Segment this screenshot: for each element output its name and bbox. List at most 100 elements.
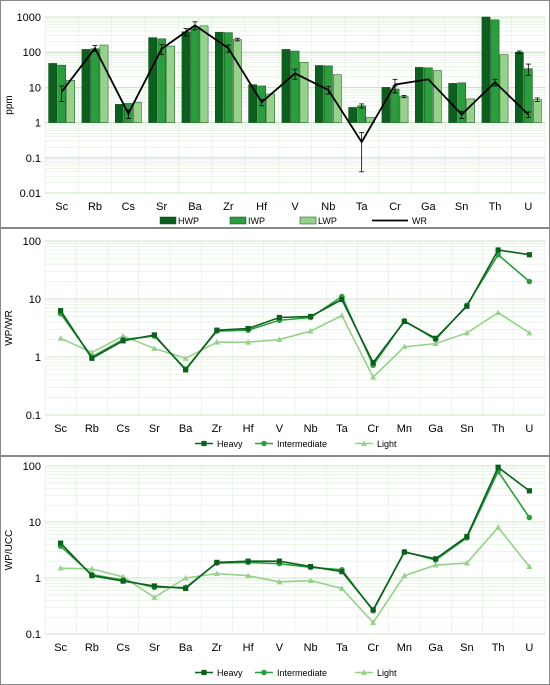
x-tick-label: Hf: [243, 423, 255, 435]
bar-hwp: [481, 16, 491, 123]
x-tick-label: Cs: [116, 642, 130, 654]
x-tick-label: Rb: [85, 642, 99, 654]
point-light: [213, 570, 220, 576]
x-tick-label: Ta: [336, 642, 349, 654]
line-heavy: [60, 466, 530, 612]
x-tick-label: Sn: [460, 642, 473, 654]
point-heavy: [120, 578, 126, 584]
bar-hwp: [248, 84, 258, 123]
x-tick-label: Cr: [389, 201, 401, 213]
y-tick-label: 100: [23, 236, 41, 248]
bar-hwp: [348, 107, 358, 123]
y-tick-label: 1000: [17, 12, 41, 24]
point-heavy: [151, 332, 157, 338]
bar-iwp: [157, 38, 167, 123]
point-light: [120, 332, 127, 339]
point-light: [151, 345, 158, 351]
bar-hwp: [114, 104, 124, 123]
x-tick-label: Th: [492, 423, 505, 435]
bar-iwp: [223, 32, 233, 123]
x-tick-label: Sr: [149, 423, 160, 435]
point-light: [151, 594, 158, 600]
x-tick-label: Sc: [54, 423, 67, 435]
point-heavy: [308, 313, 314, 320]
x-tick-label: V: [291, 201, 299, 213]
point-heavy: [151, 583, 157, 589]
point-heavy: [89, 355, 95, 361]
bar-iwp: [290, 50, 300, 123]
point-intermediate: [526, 514, 533, 521]
x-tick-label: Sr: [156, 201, 167, 213]
bar-hwp: [414, 67, 424, 123]
bar-iwp: [490, 19, 500, 123]
series-heavy: [58, 247, 532, 373]
y-tick-label: 0.1: [26, 629, 41, 641]
x-tick-label: V: [276, 642, 284, 654]
point-light: [338, 585, 345, 591]
bar-hwp: [81, 49, 91, 123]
bar-hwp: [181, 31, 191, 123]
bar-lwp: [399, 96, 409, 123]
x-tick-label: U: [525, 642, 533, 654]
bar-lwp: [132, 101, 142, 123]
point-heavy: [339, 569, 345, 575]
x-tick-label: Mn: [397, 423, 412, 435]
legend: Heavy Intermediate Light: [195, 668, 397, 678]
y-tick-label: 1: [35, 352, 41, 364]
x-tick-label: Th: [492, 642, 505, 654]
legend-label: Light: [377, 439, 397, 449]
legend-label: LWP: [318, 216, 337, 226]
panel-wp-ucc: 0.1 1 10 100 Sc Rb Cs Sr Ba Zr Hf V Nb Ta Cr Mn Ga Sn Th U W…: [0, 456, 550, 685]
point-light: [276, 578, 283, 585]
point-heavy: [401, 549, 407, 555]
x-tick-label: Nb: [304, 423, 318, 435]
legend-marker: [361, 440, 367, 446]
bar-lwp: [299, 61, 309, 123]
point-heavy: [245, 325, 251, 332]
bar-iwp: [423, 67, 433, 123]
point-heavy: [214, 327, 220, 333]
x-tick-label: Ga: [428, 642, 444, 654]
bar-lwp: [166, 45, 176, 123]
point-light: [245, 338, 252, 345]
y-tick-label: 0.01: [20, 188, 41, 200]
x-tick-label: Th: [489, 201, 502, 213]
x-tick-label: Rb: [88, 201, 102, 213]
legend: HWP IWP LWP WR: [159, 216, 427, 226]
bar-lwp: [499, 54, 509, 123]
series-light: [57, 309, 533, 380]
point-light: [463, 559, 470, 566]
point-light: [370, 619, 377, 625]
x-tick-label: Cs: [122, 201, 136, 213]
series-light: [57, 524, 533, 625]
point-light: [463, 329, 470, 336]
point-light: [57, 335, 64, 341]
x-tick-label: Sn: [460, 423, 473, 435]
point-heavy: [89, 573, 95, 579]
point-heavy: [495, 464, 501, 470]
legend-marker: [261, 669, 267, 676]
point-light: [432, 340, 439, 347]
bar-iwp: [457, 82, 467, 123]
point-heavy: [495, 247, 501, 253]
line-light: [60, 526, 531, 624]
bar-iwp: [190, 26, 200, 123]
legend-label: WR: [412, 216, 427, 226]
y-tick-label: 1: [35, 573, 41, 585]
y-tick-label: 10: [29, 517, 41, 529]
point-light: [526, 563, 533, 569]
legend-swatch: [299, 216, 317, 225]
bar-iwp: [390, 88, 400, 123]
bar-lwp: [199, 25, 209, 123]
line-heavy: [59, 249, 530, 372]
point-heavy: [433, 335, 439, 341]
bar-lwp: [66, 79, 76, 123]
legend-label: IWP: [248, 216, 265, 226]
gridlines: [44, 240, 546, 416]
x-tick-label: V: [276, 423, 284, 435]
point-heavy: [401, 318, 407, 325]
legend-label: HWP: [178, 216, 199, 226]
bar-hwp: [281, 49, 291, 123]
y-tick-label: 10: [29, 82, 41, 94]
point-light: [245, 572, 252, 579]
